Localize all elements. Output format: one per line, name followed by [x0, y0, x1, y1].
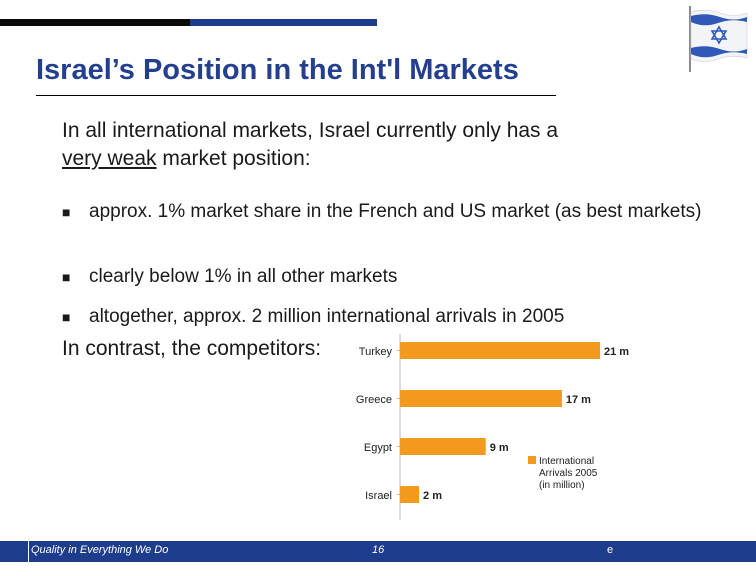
square-bullet-icon: ■ [62, 204, 71, 220]
chart-category-label: Turkey [359, 346, 393, 358]
bullet-text-3: altogether, approx. 2 million internatio… [89, 306, 565, 327]
page-number: 16 [372, 544, 385, 556]
chart-bar-israel [400, 486, 420, 503]
contrast-text: In contrast, the competitors: [62, 337, 322, 360]
intro-text: In all international markets, Israel cur… [62, 117, 712, 173]
footer-motto: Quality in Everything We Do [31, 544, 169, 556]
chart-legend-label: Arrivals 2005 [539, 468, 598, 479]
chart-category-label: Egypt [364, 442, 392, 454]
arrivals-bar-chart: Turkey 21 m Greece 17 m Egypt 9 m Israel 2 m Int… [356, 334, 629, 520]
chart-value-label: 21 m [604, 346, 629, 358]
chart-value-label: 9 m [490, 442, 509, 454]
square-bullet-icon: ■ [62, 269, 71, 285]
square-bullet-icon: ■ [62, 309, 71, 325]
chart-bar-greece [400, 390, 562, 407]
top-bar-blue [190, 19, 377, 26]
chart-legend-label: International [539, 456, 594, 467]
intro-rest: market position: [156, 147, 311, 170]
footer-bar: Quality in Everything We Do 16 e [0, 541, 756, 562]
footer-mark: e [607, 544, 614, 556]
bullet-item-3: ■ altogether, approx. 2 million internat… [62, 305, 702, 329]
chart-value-label: 17 m [566, 394, 591, 406]
chart-bar-egypt [400, 438, 486, 455]
chart-category-label: Greece [356, 394, 392, 406]
chart-bar-turkey [400, 342, 600, 359]
bullet-item-1: ■ approx. 1% market share in the French … [62, 200, 702, 224]
intro-plain: In all international markets, Israel cur… [62, 119, 559, 142]
bullet-text-2: clearly below 1% in all other markets [89, 266, 398, 287]
top-bar-dark [0, 19, 190, 26]
intro-emphasis: very weak [62, 147, 157, 170]
israel-flag-icon [689, 6, 748, 72]
bullet-text-1: approx. 1% market share in the French an… [89, 201, 702, 222]
chart-legend-swatch [528, 456, 536, 464]
chart-category-label: Israel [365, 490, 392, 502]
chart-value-label: 2 m [423, 490, 442, 502]
footer-divider [28, 541, 29, 562]
title-divider [36, 95, 556, 96]
chart-legend-label: (in million) [539, 480, 585, 491]
slide-title: Israel’s Position in the Int'l Markets [36, 54, 519, 86]
bullet-item-2: ■ clearly below 1% in all other markets [62, 265, 702, 289]
